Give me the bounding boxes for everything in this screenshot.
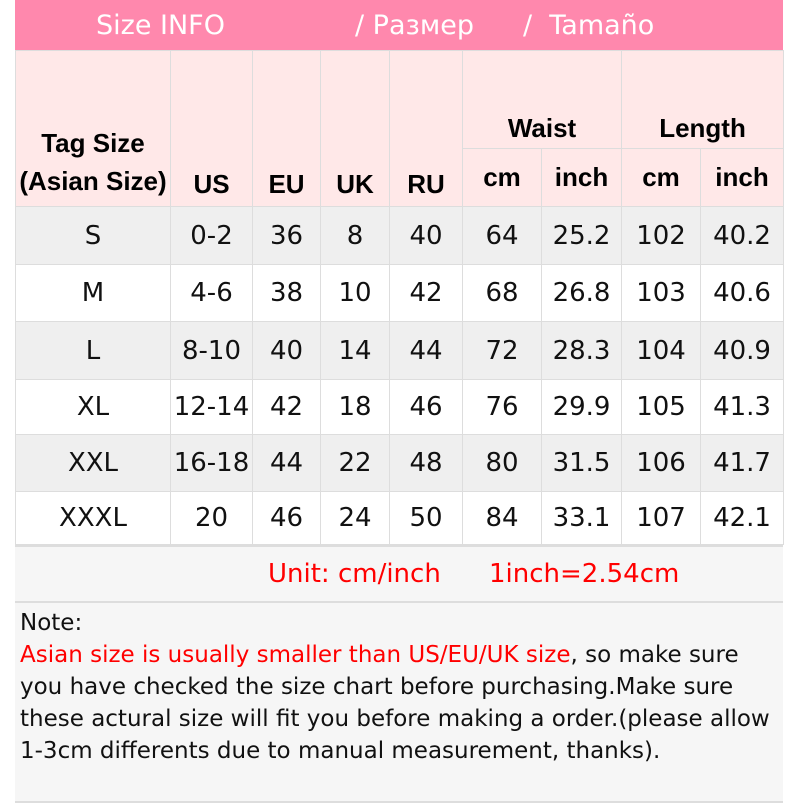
table-row: S 0-2 36 8 40 64 25.2 102 40.2 [15, 206, 785, 265]
cell-length-inch: 40.2 [700, 206, 785, 265]
cell-us: 8-10 [170, 321, 253, 380]
size-chart: Size INFO / Размер / Tamaño Tag Size (As… [15, 0, 785, 803]
table-row: L 8-10 40 14 44 72 28.3 104 40.9 [15, 321, 785, 380]
cell-length-cm: 102 [621, 206, 702, 265]
cell-uk: 8 [320, 206, 390, 265]
note-text: , so make sure you have checked the size… [20, 642, 770, 764]
cell-eu: 38 [252, 264, 321, 322]
cell-uk: 18 [320, 379, 390, 435]
cell-eu: 40 [252, 321, 321, 380]
cell-uk: 22 [320, 434, 390, 492]
cell-waist-cm: 64 [462, 206, 542, 265]
cell-us: 16-18 [170, 434, 253, 492]
cell-length-cm: 105 [621, 379, 702, 435]
cell-tag: S [15, 206, 171, 265]
table-row: M 4-6 38 10 42 68 26.8 103 40.6 [15, 264, 785, 322]
table-row: XXL 16-18 44 22 48 80 31.5 106 41.7 [15, 434, 785, 492]
cell-waist-inch: 26.8 [540, 264, 623, 322]
header-tag-size: Tag Size (Asian Size) [15, 50, 171, 207]
cell-ru: 44 [389, 321, 463, 380]
cell-waist-inch: 29.9 [540, 379, 623, 435]
cell-waist-cm: 80 [462, 434, 542, 492]
header-us: US [170, 50, 253, 207]
cell-eu: 42 [252, 379, 321, 435]
note-section: Note: Asian size is usually smaller than… [15, 601, 783, 803]
cell-uk: 10 [320, 264, 390, 322]
header-length-cm: cm [621, 148, 702, 207]
cell-waist-inch: 28.3 [540, 321, 623, 380]
cell-ru: 40 [389, 206, 463, 265]
cell-eu: 36 [252, 206, 321, 265]
cell-length-cm: 107 [621, 491, 702, 545]
title-es: / Tamaño [523, 10, 655, 41]
cell-length-inch: 40.9 [700, 321, 785, 380]
header-length: Length [621, 50, 785, 149]
unit-row: Unit: cm/inch 1inch=2.54cm [15, 545, 783, 601]
cell-us: 4-6 [170, 264, 253, 322]
cell-ru: 42 [389, 264, 463, 322]
cell-uk: 14 [320, 321, 390, 380]
cell-waist-inch: 33.1 [540, 491, 623, 545]
header-waist: Waist [461, 50, 623, 149]
cell-tag: M [15, 264, 171, 322]
title-en: Size INFO [96, 10, 225, 41]
cell-tag: XL [15, 379, 171, 435]
unit-label: Unit: cm/inch [268, 559, 441, 589]
cell-length-inch: 40.6 [700, 264, 785, 322]
cell-us: 20 [170, 491, 253, 545]
cell-length-inch: 41.3 [700, 379, 785, 435]
title-ru: / Размер [355, 10, 474, 41]
cell-length-cm: 106 [621, 434, 702, 492]
cell-length-cm: 103 [621, 264, 702, 322]
cell-eu: 44 [252, 434, 321, 492]
cell-waist-cm: 76 [462, 379, 542, 435]
cell-tag: L [15, 321, 171, 380]
cell-ru: 48 [389, 434, 463, 492]
cell-ru: 46 [389, 379, 463, 435]
cell-eu: 46 [252, 491, 321, 545]
cell-tag: XXL [15, 434, 171, 492]
header-uk: UK [320, 50, 390, 207]
header-length-inch: inch [700, 148, 785, 207]
table-row: XXXL 20 46 24 50 84 33.1 107 42.1 [15, 491, 785, 545]
cell-waist-cm: 84 [462, 491, 542, 545]
title-bar: Size INFO / Размер / Tamaño [15, 0, 783, 50]
header-eu: EU [252, 50, 321, 207]
cell-us: 12-14 [170, 379, 253, 435]
cell-length-inch: 42.1 [700, 491, 785, 545]
cell-waist-inch: 25.2 [540, 206, 623, 265]
cell-ru: 50 [389, 491, 463, 545]
note-label: Note: [20, 610, 83, 636]
header-waist-inch: inch [540, 148, 623, 207]
cell-us: 0-2 [170, 206, 253, 265]
cell-tag: XXXL [15, 491, 171, 545]
header-waist-cm: cm [462, 148, 542, 207]
cell-uk: 24 [320, 491, 390, 545]
table-row: XL 12-14 42 18 46 76 29.9 105 41.3 [15, 379, 785, 435]
cell-waist-inch: 31.5 [540, 434, 623, 492]
unit-conversion: 1inch=2.54cm [489, 559, 680, 589]
cell-length-inch: 41.7 [700, 434, 785, 492]
note-warning: Asian size is usually smaller than US/EU… [20, 642, 571, 668]
cell-waist-cm: 68 [462, 264, 542, 322]
cell-length-cm: 104 [621, 321, 702, 380]
cell-waist-cm: 72 [462, 321, 542, 380]
header-ru: RU [389, 50, 463, 207]
size-table: Tag Size (Asian Size) US EU UK RU Waist … [15, 50, 785, 545]
